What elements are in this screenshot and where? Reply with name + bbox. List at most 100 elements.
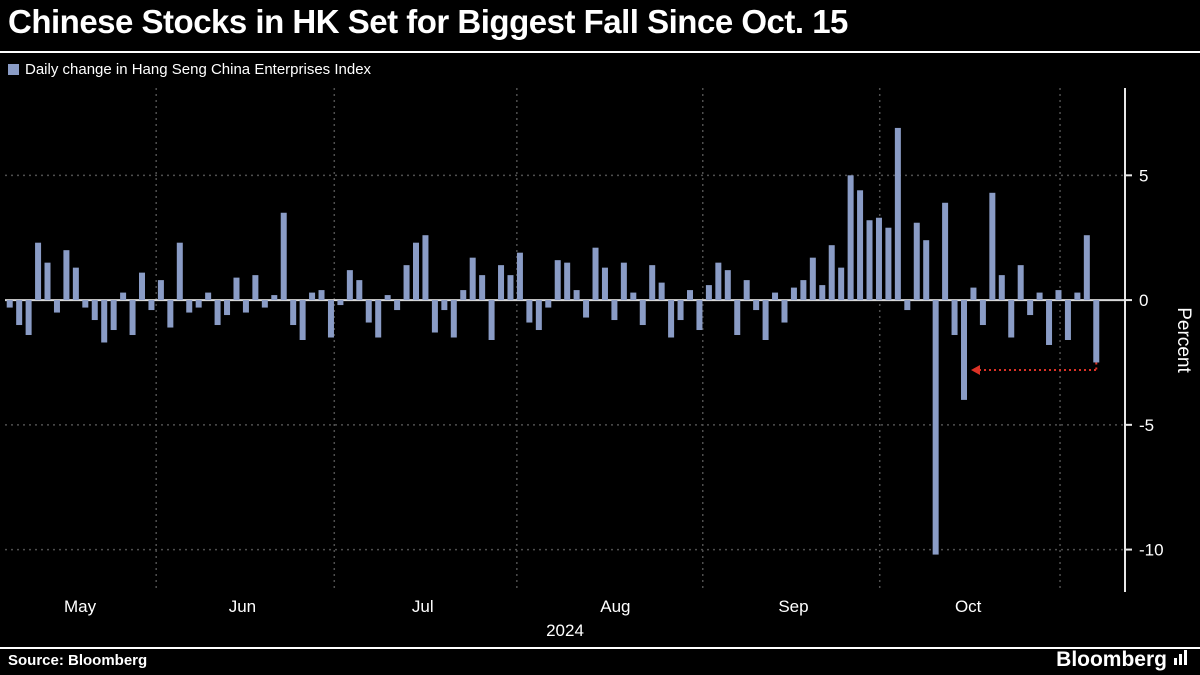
bar-day-14 <box>139 272 145 301</box>
bar-day-70 <box>668 300 675 338</box>
bar-day-26 <box>252 275 259 301</box>
bar-day-15 <box>148 300 155 311</box>
bar-day-46 <box>441 300 448 311</box>
x-axis-label-jun: Jun <box>228 597 257 616</box>
bar-day-83 <box>790 287 797 301</box>
bar-day-109 <box>1036 292 1043 301</box>
bar-day-111 <box>1055 290 1062 301</box>
bar-day-40 <box>384 295 391 301</box>
bar-day-81 <box>772 292 779 301</box>
legend-label: Daily change in Hang Seng China Enterpri… <box>25 61 372 78</box>
bar-day-37 <box>356 280 363 301</box>
bar-day-35 <box>337 300 344 306</box>
bar-day-60 <box>573 290 580 301</box>
x-axis-label-oct: Oct <box>954 597 982 616</box>
bar-day-68 <box>649 265 656 301</box>
annotation-arrowhead <box>971 364 980 375</box>
bar-day-107 <box>1017 265 1024 301</box>
bar-day-24 <box>233 277 240 301</box>
bar-day-99 <box>942 202 949 301</box>
bar-day-11 <box>110 300 117 331</box>
bar-day-94 <box>894 127 901 301</box>
bloomberg-logo-icon <box>1173 649 1190 671</box>
bar-day-100 <box>951 300 958 336</box>
bar-day-58 <box>554 260 561 301</box>
bar-day-66 <box>630 292 637 301</box>
bar-day-39 <box>375 300 382 338</box>
bar-day-36 <box>346 270 353 301</box>
bar-day-55 <box>526 300 533 323</box>
bar-day-25 <box>242 300 249 313</box>
bar-day-34 <box>327 300 334 338</box>
y-axis-title: Percent <box>1173 307 1194 373</box>
bar-day-89 <box>847 175 854 301</box>
bar-day-97 <box>923 240 930 301</box>
bar-day-18 <box>176 242 183 301</box>
x-axis-year-label: 2024 <box>546 621 584 640</box>
bar-day-38 <box>365 300 372 323</box>
bar-day-29 <box>280 212 287 301</box>
bar-day-10 <box>101 300 108 343</box>
bar-day-73 <box>696 300 703 331</box>
bar-day-88 <box>838 267 845 301</box>
bloomberg-logo: Bloomberg <box>1056 648 1190 672</box>
bar-day-90 <box>857 190 864 301</box>
bar-day-13 <box>129 300 136 336</box>
bar-day-22 <box>214 300 221 326</box>
x-axis-label-aug: Aug <box>600 597 631 616</box>
y-tick-label: -10 <box>1139 541 1164 560</box>
x-axis-label-may: May <box>63 597 97 616</box>
bar-day-47 <box>450 300 457 338</box>
bar-day-1 <box>16 300 23 326</box>
bar-day-65 <box>620 262 627 301</box>
bar-day-44 <box>422 235 429 301</box>
bar-day-85 <box>809 257 816 301</box>
bar-day-28 <box>271 295 278 301</box>
chart-title: Chinese Stocks in HK Set for Biggest Fal… <box>8 3 848 40</box>
bar-day-71 <box>677 300 684 321</box>
bar-day-6 <box>63 250 70 301</box>
bar-day-56 <box>535 300 542 331</box>
x-axis-label-sep: Sep <box>778 597 809 616</box>
bar-day-105 <box>998 275 1005 301</box>
bar-day-91 <box>866 220 873 301</box>
bar-day-72 <box>687 290 693 301</box>
legend-swatch <box>8 64 19 75</box>
bar-day-67 <box>639 300 646 326</box>
bar-day-82 <box>781 300 788 323</box>
bar-day-114 <box>1083 235 1090 301</box>
bar-day-57 <box>545 300 552 308</box>
x-axis-labels: May Jun Jul Aug Sep Oct <box>0 597 1200 619</box>
x-axis-label-jul: Jul <box>411 597 434 616</box>
bar-day-59 <box>564 262 571 301</box>
bar-day-78 <box>743 280 750 301</box>
y-tick-label: -5 <box>1139 416 1154 435</box>
bar-day-9 <box>91 300 98 321</box>
bar-day-75 <box>715 262 722 301</box>
bar-day-63 <box>601 267 608 301</box>
bar-day-106 <box>1008 300 1015 338</box>
bar-day-52 <box>498 265 505 301</box>
y-tick-label: 0 <box>1139 291 1148 310</box>
bar-day-74 <box>705 285 712 301</box>
bar-day-77 <box>734 300 741 336</box>
bar-day-16 <box>157 280 164 301</box>
bar-day-96 <box>913 222 920 301</box>
bar-day-115 <box>1093 300 1100 363</box>
bar-day-93 <box>885 227 892 301</box>
bar-day-51 <box>488 300 495 340</box>
bar-day-108 <box>1027 300 1034 316</box>
bar-day-0 <box>6 300 13 308</box>
bar-day-5 <box>53 300 60 313</box>
bar-day-48 <box>460 290 467 301</box>
source-credit: Source: Bloomberg <box>8 652 148 669</box>
bar-day-104 <box>989 192 996 301</box>
y-tick-label: 5 <box>1139 166 1148 185</box>
bar-day-41 <box>394 300 401 311</box>
bar-day-61 <box>583 300 590 318</box>
bar-day-2 <box>25 300 32 336</box>
bar-day-42 <box>403 265 410 301</box>
bar-day-76 <box>724 270 731 301</box>
bar-day-87 <box>828 245 835 301</box>
